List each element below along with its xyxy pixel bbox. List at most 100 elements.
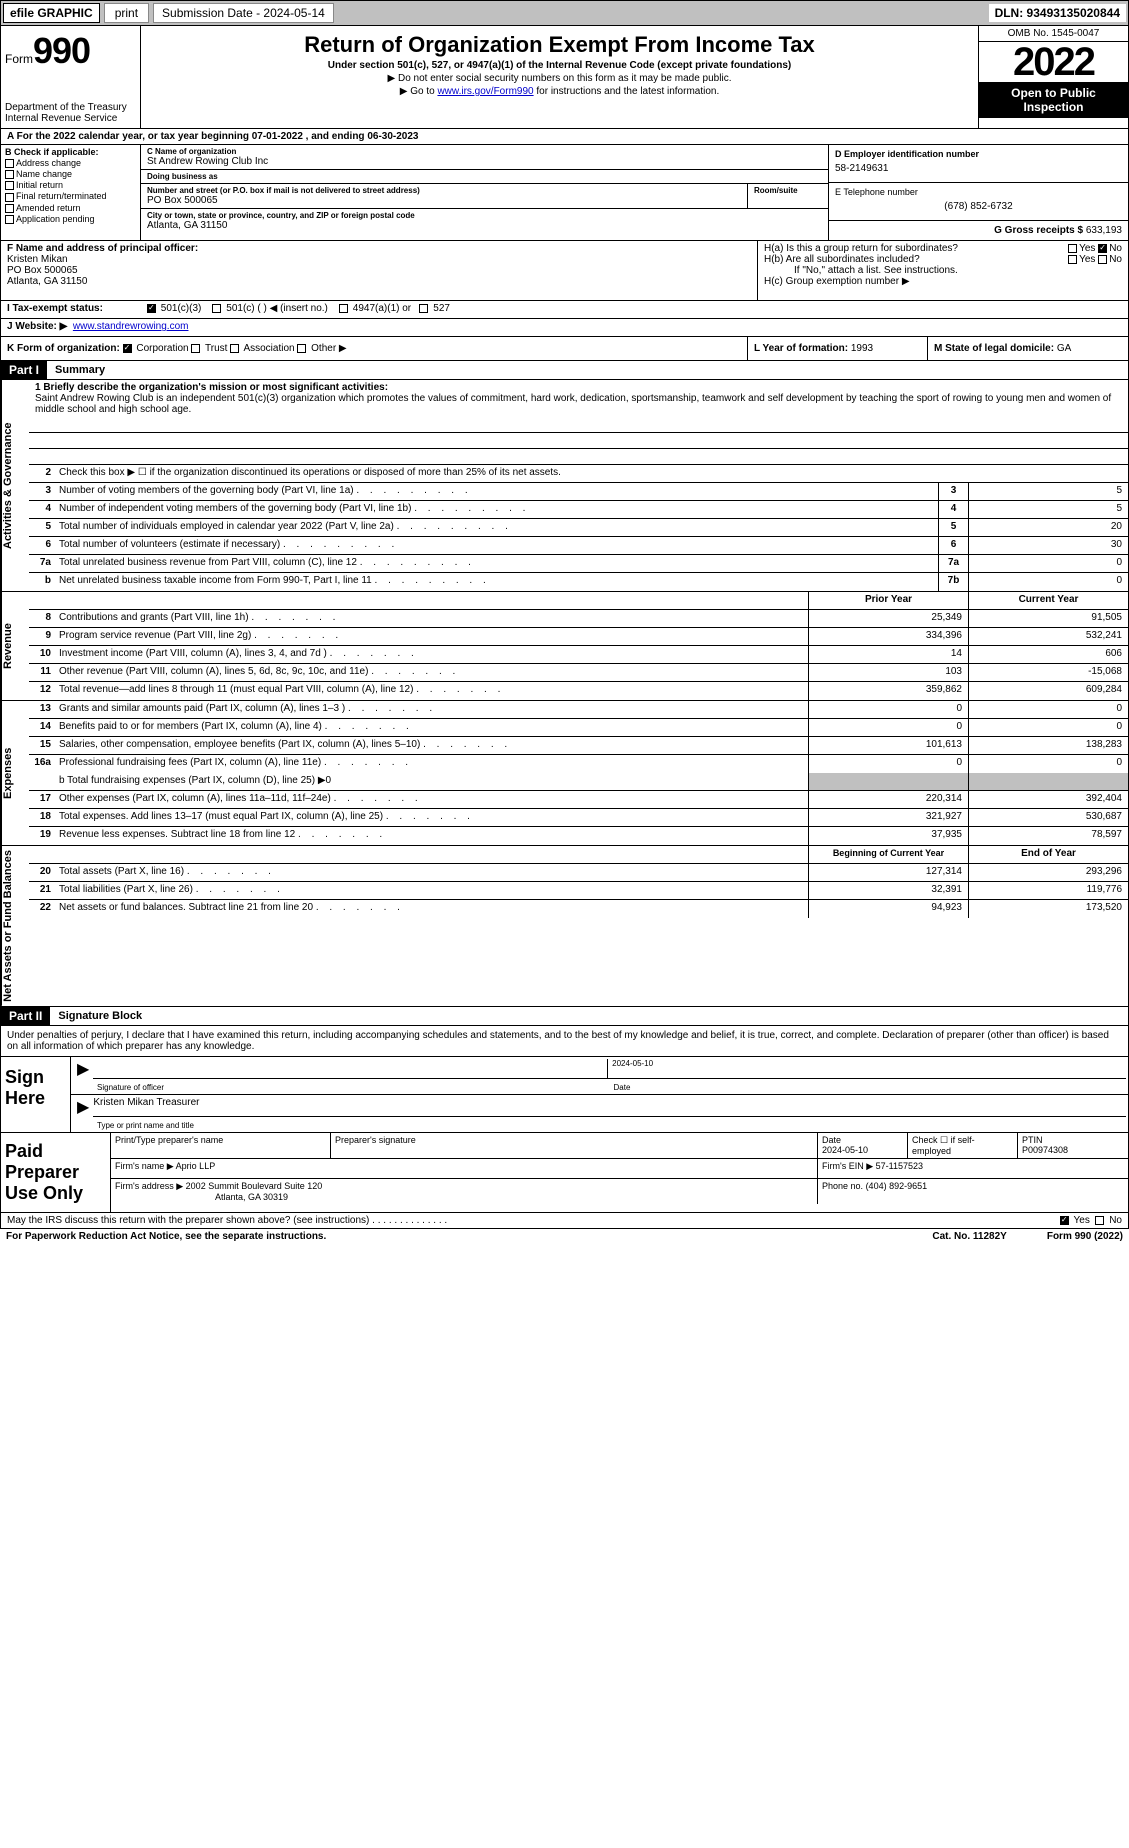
part1-title: Summary xyxy=(47,362,113,378)
summary-line: 3Number of voting members of the governi… xyxy=(29,483,1128,501)
ha-label: H(a) Is this a group return for subordin… xyxy=(764,243,958,254)
summary-line: 11Other revenue (Part VIII, column (A), … xyxy=(29,664,1128,682)
blank3 xyxy=(29,449,1128,465)
summary-line: 14Benefits paid to or for members (Part … xyxy=(29,719,1128,737)
addr-val: PO Box 500065 xyxy=(147,195,741,206)
prep-date-val: 2024-05-10 xyxy=(822,1145,903,1155)
net-block: Net Assets or Fund Balances Beginning of… xyxy=(0,846,1129,1007)
discuss-q: May the IRS discuss this return with the… xyxy=(7,1215,369,1226)
firm-addr2: Atlanta, GA 30319 xyxy=(115,1192,288,1202)
current-year-header: Current Year xyxy=(968,592,1128,609)
summary-line: 5Total number of individuals employed in… xyxy=(29,519,1128,537)
firm-name-label: Firm's name ▶ xyxy=(115,1161,174,1171)
chk-final[interactable]: Final return/terminated xyxy=(5,191,136,201)
i-row: I Tax-exempt status: 501(c)(3) 501(c) ( … xyxy=(0,301,1129,319)
part1-tag: Part I xyxy=(1,361,47,379)
bottom-line: For Paperwork Reduction Act Notice, see … xyxy=(0,1229,1129,1244)
l16b-shade1 xyxy=(808,773,968,790)
goto-pre: ▶ Go to xyxy=(400,86,438,97)
summary-line: bNet unrelated business taxable income f… xyxy=(29,573,1128,591)
efile-label: efile GRAPHIC xyxy=(3,3,100,23)
gov-tab: Activities & Governance xyxy=(1,380,29,591)
officer-name: Kristen Mikan xyxy=(7,254,751,265)
year-formation: 1993 xyxy=(851,343,873,354)
d-label: D Employer identification number xyxy=(835,149,1122,159)
hb-yes-chk[interactable] xyxy=(1068,255,1077,264)
discuss-no-chk[interactable] xyxy=(1095,1216,1104,1225)
chk-amended[interactable]: Amended return xyxy=(5,203,136,213)
summary-line: 17Other expenses (Part IX, column (A), l… xyxy=(29,791,1128,809)
k-trust-chk[interactable] xyxy=(191,344,200,353)
ha-yes-chk[interactable] xyxy=(1068,244,1077,253)
sig-officer-label: Signature of officer xyxy=(97,1083,610,1092)
m-label: M State of legal domicile: xyxy=(934,343,1054,354)
summary-line: 4Number of independent voting members of… xyxy=(29,501,1128,519)
dln: DLN: 93493135020844 xyxy=(989,4,1126,22)
i-label: I Tax-exempt status: xyxy=(7,303,103,314)
sig-date-label: Date xyxy=(610,1083,1127,1092)
firm-addr-label: Firm's address ▶ xyxy=(115,1181,183,1191)
print-button[interactable]: print xyxy=(104,3,149,23)
officer-addr2: Atlanta, GA 31150 xyxy=(7,276,751,287)
open-public: Open to Public Inspection xyxy=(979,82,1128,118)
form-num: 990 xyxy=(33,30,90,72)
end-year-header: End of Year xyxy=(968,846,1128,863)
klm-row: K Form of organization: Corporation Trus… xyxy=(0,337,1129,361)
j-row: J Website: ▶ www.standrewrowing.com xyxy=(0,319,1129,337)
state-domicile: GA xyxy=(1057,343,1071,354)
l2-text: Check this box ▶ ☐ if the organization d… xyxy=(55,465,1128,482)
ssn-warning: ▶ Do not enter social security numbers o… xyxy=(201,73,918,84)
summary-line: 13Grants and similar amounts paid (Part … xyxy=(29,701,1128,719)
form-header: Form 990 Department of the Treasury Inte… xyxy=(0,26,1129,129)
summary-line: 9Program service revenue (Part VIII, lin… xyxy=(29,628,1128,646)
chk-initial[interactable]: Initial return xyxy=(5,180,136,190)
website-link[interactable]: www.standrewrowing.com xyxy=(73,321,189,334)
blank2 xyxy=(29,433,1128,449)
firm-ein: 57-1157523 xyxy=(876,1161,923,1171)
exp-block: Expenses 13Grants and similar amounts pa… xyxy=(0,701,1129,846)
gross-receipts: 633,193 xyxy=(1086,225,1122,236)
firm-ein-label: Firm's EIN ▶ xyxy=(822,1161,873,1171)
f-h-row: F Name and address of principal officer:… xyxy=(0,241,1129,301)
sig-declaration: Under penalties of perjury, I declare th… xyxy=(1,1026,1128,1057)
prep-date-label: Date xyxy=(822,1135,903,1145)
chk-name[interactable]: Name change xyxy=(5,169,136,179)
sig-name-val: Kristen Mikan Treasurer xyxy=(93,1097,1126,1117)
k-other-chk[interactable] xyxy=(297,344,306,353)
hb-no-chk[interactable] xyxy=(1098,255,1107,264)
hc-label: H(c) Group exemption number ▶ xyxy=(764,276,1122,287)
col-b-header: B Check if applicable: xyxy=(5,147,136,157)
e-label: E Telephone number xyxy=(835,187,1122,197)
sig-arrow2: ▶ xyxy=(73,1097,93,1117)
hb-note: If "No," attach a list. See instructions… xyxy=(764,265,1122,276)
i-501c-chk[interactable] xyxy=(212,304,221,313)
rev-tab: Revenue xyxy=(1,592,29,700)
prep-name-label: Print/Type preparer's name xyxy=(115,1135,326,1145)
c-label: C Name of organization xyxy=(147,147,822,156)
top-bar: efile GRAPHIC print Submission Date - 20… xyxy=(0,0,1129,26)
j-label: J Website: ▶ xyxy=(7,321,67,332)
sig-arrow1: ▶ xyxy=(73,1059,93,1079)
irs-link[interactable]: www.irs.gov/Form990 xyxy=(437,86,533,97)
line-a: A For the 2022 calendar year, or tax yea… xyxy=(0,129,1129,145)
phone-label: Phone no. xyxy=(822,1181,863,1191)
ha-no-chk[interactable] xyxy=(1098,244,1107,253)
summary-line: 16aProfessional fundraising fees (Part I… xyxy=(29,755,1128,773)
col-cde: C Name of organization St Andrew Rowing … xyxy=(141,145,828,240)
i-501c3-chk[interactable] xyxy=(147,304,156,313)
entity-block: B Check if applicable: Address change Na… xyxy=(0,145,1129,241)
firm-name: Aprio LLP xyxy=(176,1161,216,1171)
prep-title: Paid Preparer Use Only xyxy=(1,1133,111,1212)
i-4947-chk[interactable] xyxy=(339,304,348,313)
summary-line: 20Total assets (Part X, line 16) . . . .… xyxy=(29,864,1128,882)
chk-address[interactable]: Address change xyxy=(5,158,136,168)
prior-year-header: Prior Year xyxy=(808,592,968,609)
k-corp-chk[interactable] xyxy=(123,344,132,353)
room-label: Room/suite xyxy=(754,186,822,195)
sig-date-val: 2024-05-10 xyxy=(607,1059,1126,1079)
discuss-yes-chk[interactable] xyxy=(1060,1216,1069,1225)
k-assoc-chk[interactable] xyxy=(230,344,239,353)
i-527-chk[interactable] xyxy=(419,304,428,313)
chk-pending[interactable]: Application pending xyxy=(5,214,136,224)
col-d-e-g: D Employer identification number 58-2149… xyxy=(828,145,1128,240)
